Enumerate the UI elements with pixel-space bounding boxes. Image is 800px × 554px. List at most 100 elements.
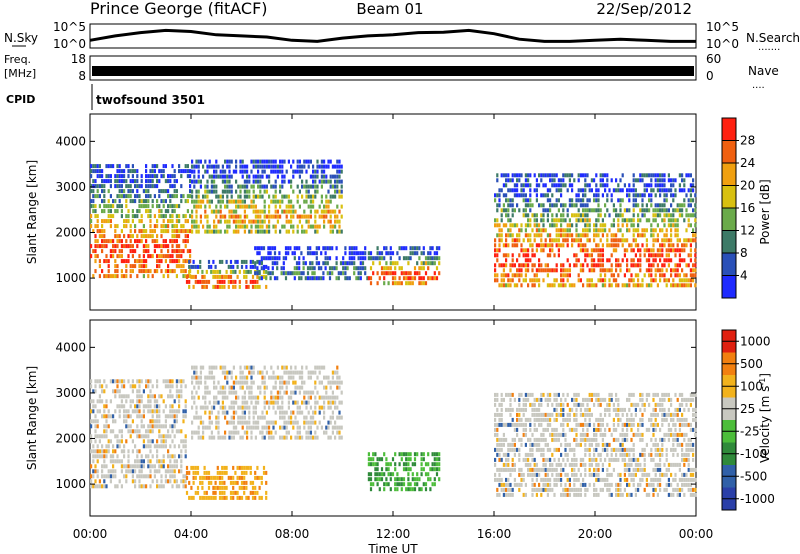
- velocity-data-cell: [258, 475, 261, 480]
- power-data-cell: [364, 246, 367, 251]
- power-data-cell: [260, 266, 263, 271]
- power-data-cell: [551, 223, 554, 228]
- power-data-cell: [407, 261, 410, 266]
- power-data-cell: [283, 174, 286, 179]
- power-data-cell: [564, 283, 567, 288]
- power-data-cell: [221, 284, 224, 289]
- velocity-data-cell: [207, 475, 211, 480]
- velocity-data-cell: [329, 435, 332, 440]
- power-data-cell: [149, 184, 152, 189]
- velocity-data-cell: [564, 462, 567, 467]
- power-data-cell: [213, 164, 216, 169]
- power-data-cell: [230, 159, 233, 164]
- velocity-data-cell: [518, 467, 521, 472]
- power-data-cell: [197, 194, 200, 199]
- power-data-cell: [315, 256, 318, 261]
- power-data-cell: [562, 208, 565, 213]
- power-data-cell: [180, 249, 183, 254]
- power-data-cell: [134, 224, 137, 229]
- power-data-cell: [435, 256, 439, 261]
- power-data-cell: [287, 179, 290, 184]
- power-data-cell: [380, 251, 384, 256]
- power-data-cell: [225, 274, 228, 279]
- velocity-data-cell: [553, 492, 556, 497]
- velocity-data-cell: [171, 484, 174, 489]
- velocity-data-cell: [90, 399, 93, 404]
- power-data-cell: [92, 229, 95, 234]
- velocity-data-cell: [191, 380, 194, 385]
- velocity-data-cell: [509, 397, 512, 402]
- power-data-cell: [229, 269, 233, 274]
- velocity-data-cell: [136, 474, 139, 479]
- velocity-data-cell: [196, 465, 200, 470]
- velocity-data-cell: [241, 370, 244, 375]
- power-data-cell: [670, 188, 673, 193]
- velocity-data-cell: [142, 474, 145, 479]
- velocity-data-cell: [120, 379, 123, 384]
- power-data-cell: [595, 223, 598, 228]
- velocity-data-cell: [164, 434, 167, 439]
- velocity-data-cell: [218, 485, 222, 490]
- velocity-data-cell: [234, 490, 237, 495]
- velocity-data-cell: [511, 462, 514, 467]
- power-data-cell: [557, 208, 560, 213]
- velocity-data-cell: [540, 417, 543, 422]
- power-data-cell: [258, 284, 261, 289]
- power-data-cell: [228, 184, 231, 189]
- power-data-cell: [575, 228, 578, 233]
- velocity-data-cell: [553, 457, 556, 462]
- velocity-data-cell: [203, 475, 206, 480]
- power-data-cell: [665, 283, 668, 288]
- velocity-data-cell: [435, 462, 439, 467]
- velocity-data-cell: [325, 425, 328, 430]
- power-data-cell: [92, 209, 95, 214]
- colorbar-swatch: [722, 253, 736, 276]
- power-data-cell: [173, 209, 176, 214]
- velocity-data-cell: [153, 444, 156, 449]
- power-data-cell: [676, 203, 679, 208]
- power-data-cell: [136, 179, 139, 184]
- velocity-data-cell: [416, 477, 419, 482]
- power-data-cell: [306, 266, 310, 271]
- power-data-cell: [94, 234, 97, 239]
- power-data-cell: [659, 178, 662, 183]
- velocity-data-cell: [584, 452, 587, 457]
- velocity-data-cell: [129, 404, 132, 409]
- power-data-cell: [90, 204, 93, 209]
- velocity-data-cell: [201, 495, 204, 500]
- power-data-cell: [205, 269, 208, 274]
- power-data-cell: [496, 173, 499, 178]
- power-data-cell: [328, 276, 332, 281]
- velocity-data-cell: [577, 487, 580, 492]
- power-data-cell: [224, 189, 227, 194]
- velocity-data-cell: [305, 400, 308, 405]
- colorbar-swatch: [722, 230, 736, 253]
- power-data-cell: [202, 194, 205, 199]
- power-data-cell: [334, 184, 337, 189]
- power-data-cell: [531, 268, 534, 273]
- power-data-cell: [153, 164, 156, 169]
- velocity-data-cell: [184, 439, 187, 444]
- power-data-cell: [540, 213, 543, 218]
- velocity-data-cell: [546, 447, 549, 452]
- power-data-cell: [292, 174, 295, 179]
- power-data-cell: [256, 266, 259, 271]
- power-data-cell: [293, 256, 296, 261]
- power-data-cell: [227, 284, 230, 289]
- velocity-data-cell: [240, 470, 244, 475]
- power-data-cell: [101, 179, 104, 184]
- velocity-data-cell: [221, 480, 224, 485]
- power-data-cell: [281, 159, 284, 164]
- power-data-cell: [265, 276, 268, 281]
- velocity-data-cell: [232, 485, 235, 490]
- velocity-data-cell: [224, 375, 227, 380]
- velocity-data-cell: [560, 462, 563, 467]
- velocity-data-cell: [180, 429, 183, 434]
- velocity-data-cell: [340, 415, 343, 420]
- velocity-data-cell: [560, 432, 563, 437]
- power-data-cell: [193, 219, 196, 224]
- power-data-cell: [116, 269, 119, 274]
- power-data-cell: [303, 184, 306, 189]
- power-data-cell: [689, 188, 692, 193]
